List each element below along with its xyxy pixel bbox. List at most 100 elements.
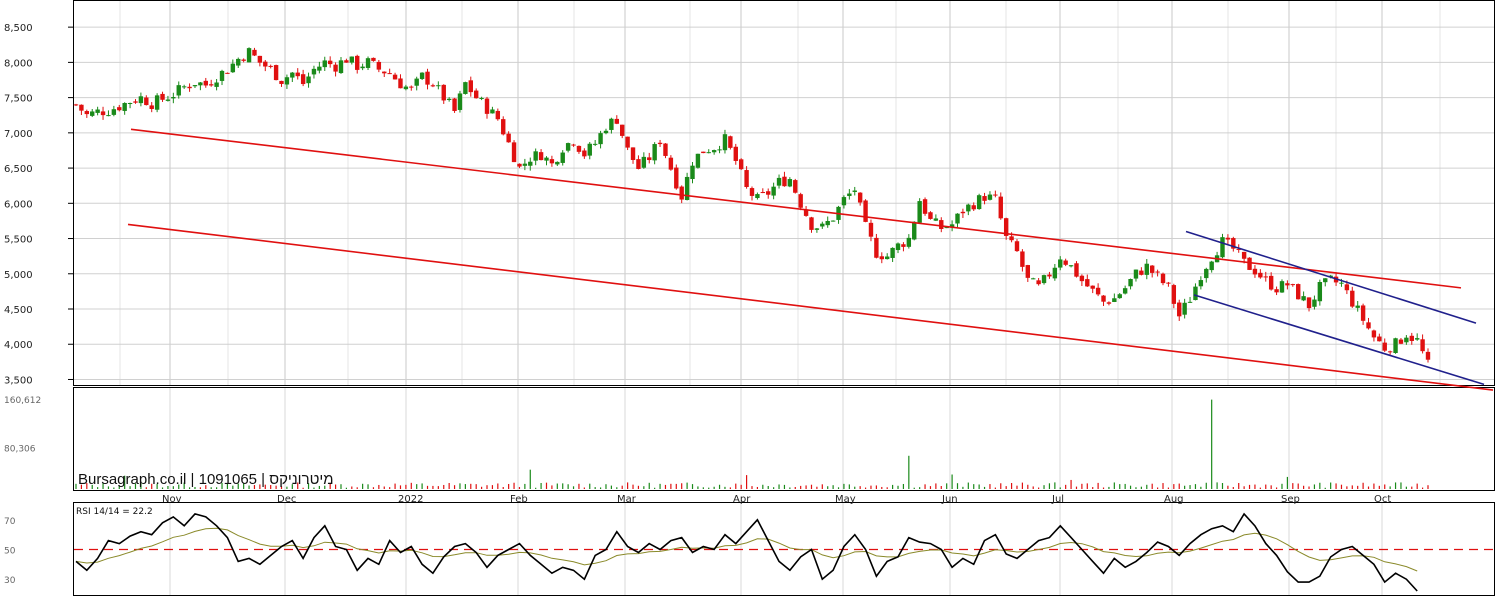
candle-body bbox=[1296, 284, 1301, 300]
candle-body bbox=[268, 65, 273, 67]
candle-body bbox=[1139, 270, 1144, 275]
candle-body bbox=[863, 200, 868, 222]
candle-body bbox=[430, 85, 436, 87]
candle-body bbox=[1144, 263, 1149, 275]
candle-body bbox=[674, 167, 679, 189]
rsi-series bbox=[74, 512, 1494, 592]
candle-body bbox=[1193, 286, 1198, 301]
candle-body bbox=[144, 97, 149, 106]
candle-body bbox=[517, 163, 522, 167]
month-label: Jun bbox=[941, 494, 958, 505]
candle-body bbox=[944, 227, 949, 229]
rsi-signal-line bbox=[75, 527, 1418, 572]
candle-body bbox=[1085, 279, 1090, 287]
candle-body bbox=[787, 179, 793, 187]
candle-body bbox=[490, 109, 495, 114]
candle-body bbox=[284, 77, 290, 85]
candle-body bbox=[1317, 282, 1323, 302]
candle-body bbox=[711, 150, 717, 153]
candle-body bbox=[717, 149, 722, 151]
candle-body bbox=[263, 61, 268, 67]
candle-body bbox=[1020, 251, 1025, 267]
candle-body bbox=[219, 70, 225, 81]
candle-body bbox=[1323, 278, 1328, 283]
candle-body bbox=[760, 192, 766, 194]
candle-body bbox=[582, 150, 587, 157]
candle-body bbox=[609, 118, 614, 130]
candle-body bbox=[1290, 284, 1295, 286]
candle-body bbox=[587, 143, 592, 156]
candle-body bbox=[333, 64, 338, 72]
candle-body bbox=[290, 72, 295, 78]
candle-body bbox=[181, 86, 187, 88]
month-label: Nov bbox=[162, 494, 182, 505]
candle-body bbox=[1425, 351, 1431, 360]
candle-body bbox=[1117, 294, 1122, 299]
candle-body bbox=[1231, 238, 1236, 249]
candle-body bbox=[885, 256, 890, 260]
candle-body bbox=[701, 151, 706, 154]
candle-body bbox=[1133, 269, 1139, 279]
candle-body bbox=[360, 66, 365, 69]
candle-body bbox=[273, 65, 279, 81]
candle-body bbox=[95, 109, 100, 113]
candle-body bbox=[106, 115, 111, 117]
candle-body bbox=[306, 76, 311, 84]
rsi-tick-label: 70 bbox=[4, 517, 16, 527]
candle-body bbox=[738, 159, 744, 170]
candle-body bbox=[663, 143, 668, 156]
rsi-tick-label: 50 bbox=[4, 547, 16, 557]
candle-body bbox=[1398, 339, 1404, 344]
candle-body bbox=[847, 193, 852, 197]
candle-body bbox=[809, 217, 814, 230]
candle-body bbox=[998, 196, 1003, 219]
price-tick-label: 6,500 bbox=[4, 164, 33, 175]
candle-body bbox=[387, 73, 392, 75]
candle-body bbox=[1025, 265, 1031, 278]
candle-body bbox=[555, 161, 560, 165]
candle-body bbox=[111, 109, 117, 115]
candle-body bbox=[825, 221, 830, 226]
candle-body bbox=[171, 96, 176, 99]
price-tick-label: 7,500 bbox=[4, 94, 33, 105]
candle-body bbox=[565, 143, 571, 151]
candle-body bbox=[912, 221, 917, 240]
candle-body bbox=[1339, 282, 1344, 284]
candle-body bbox=[355, 55, 360, 70]
candle-body bbox=[1414, 338, 1420, 340]
candle-body bbox=[1160, 273, 1166, 284]
candle-body bbox=[960, 211, 966, 214]
candle-body bbox=[1377, 336, 1382, 342]
price-panel-frame bbox=[73, 0, 1495, 386]
candle-body bbox=[636, 159, 641, 169]
candle-body bbox=[1355, 305, 1360, 308]
candle-body bbox=[225, 72, 230, 74]
candle-body bbox=[549, 159, 555, 164]
candle-body bbox=[706, 152, 711, 154]
candle-body bbox=[154, 95, 160, 110]
candle-body bbox=[1101, 295, 1106, 302]
candle-body bbox=[1285, 283, 1290, 286]
month-label: Dec bbox=[277, 494, 296, 505]
candle-body bbox=[473, 90, 479, 99]
volume-tick-label: 80,306 bbox=[4, 445, 36, 455]
candle-body bbox=[1198, 280, 1204, 287]
candle-body bbox=[501, 119, 506, 135]
candle-body bbox=[728, 136, 733, 148]
price-tick-label: 4,000 bbox=[4, 340, 33, 351]
candle-body bbox=[1306, 297, 1312, 309]
channel2-lower-line bbox=[1193, 294, 1485, 386]
candle-body bbox=[695, 153, 701, 168]
month-label: Oct bbox=[1374, 494, 1391, 505]
candle-body bbox=[820, 223, 825, 227]
candle-body bbox=[479, 97, 484, 99]
candle-body bbox=[603, 130, 609, 134]
candle-body bbox=[252, 49, 257, 56]
candle-body bbox=[149, 105, 154, 109]
watermark: Bursagraph.co.il | 1091065 | מיטרוניקס bbox=[78, 471, 334, 488]
candle-body bbox=[571, 144, 576, 146]
candle-body bbox=[744, 170, 749, 188]
candle-body bbox=[165, 99, 171, 101]
price-tick-label: 8,500 bbox=[4, 23, 33, 34]
candle-body bbox=[782, 176, 787, 187]
